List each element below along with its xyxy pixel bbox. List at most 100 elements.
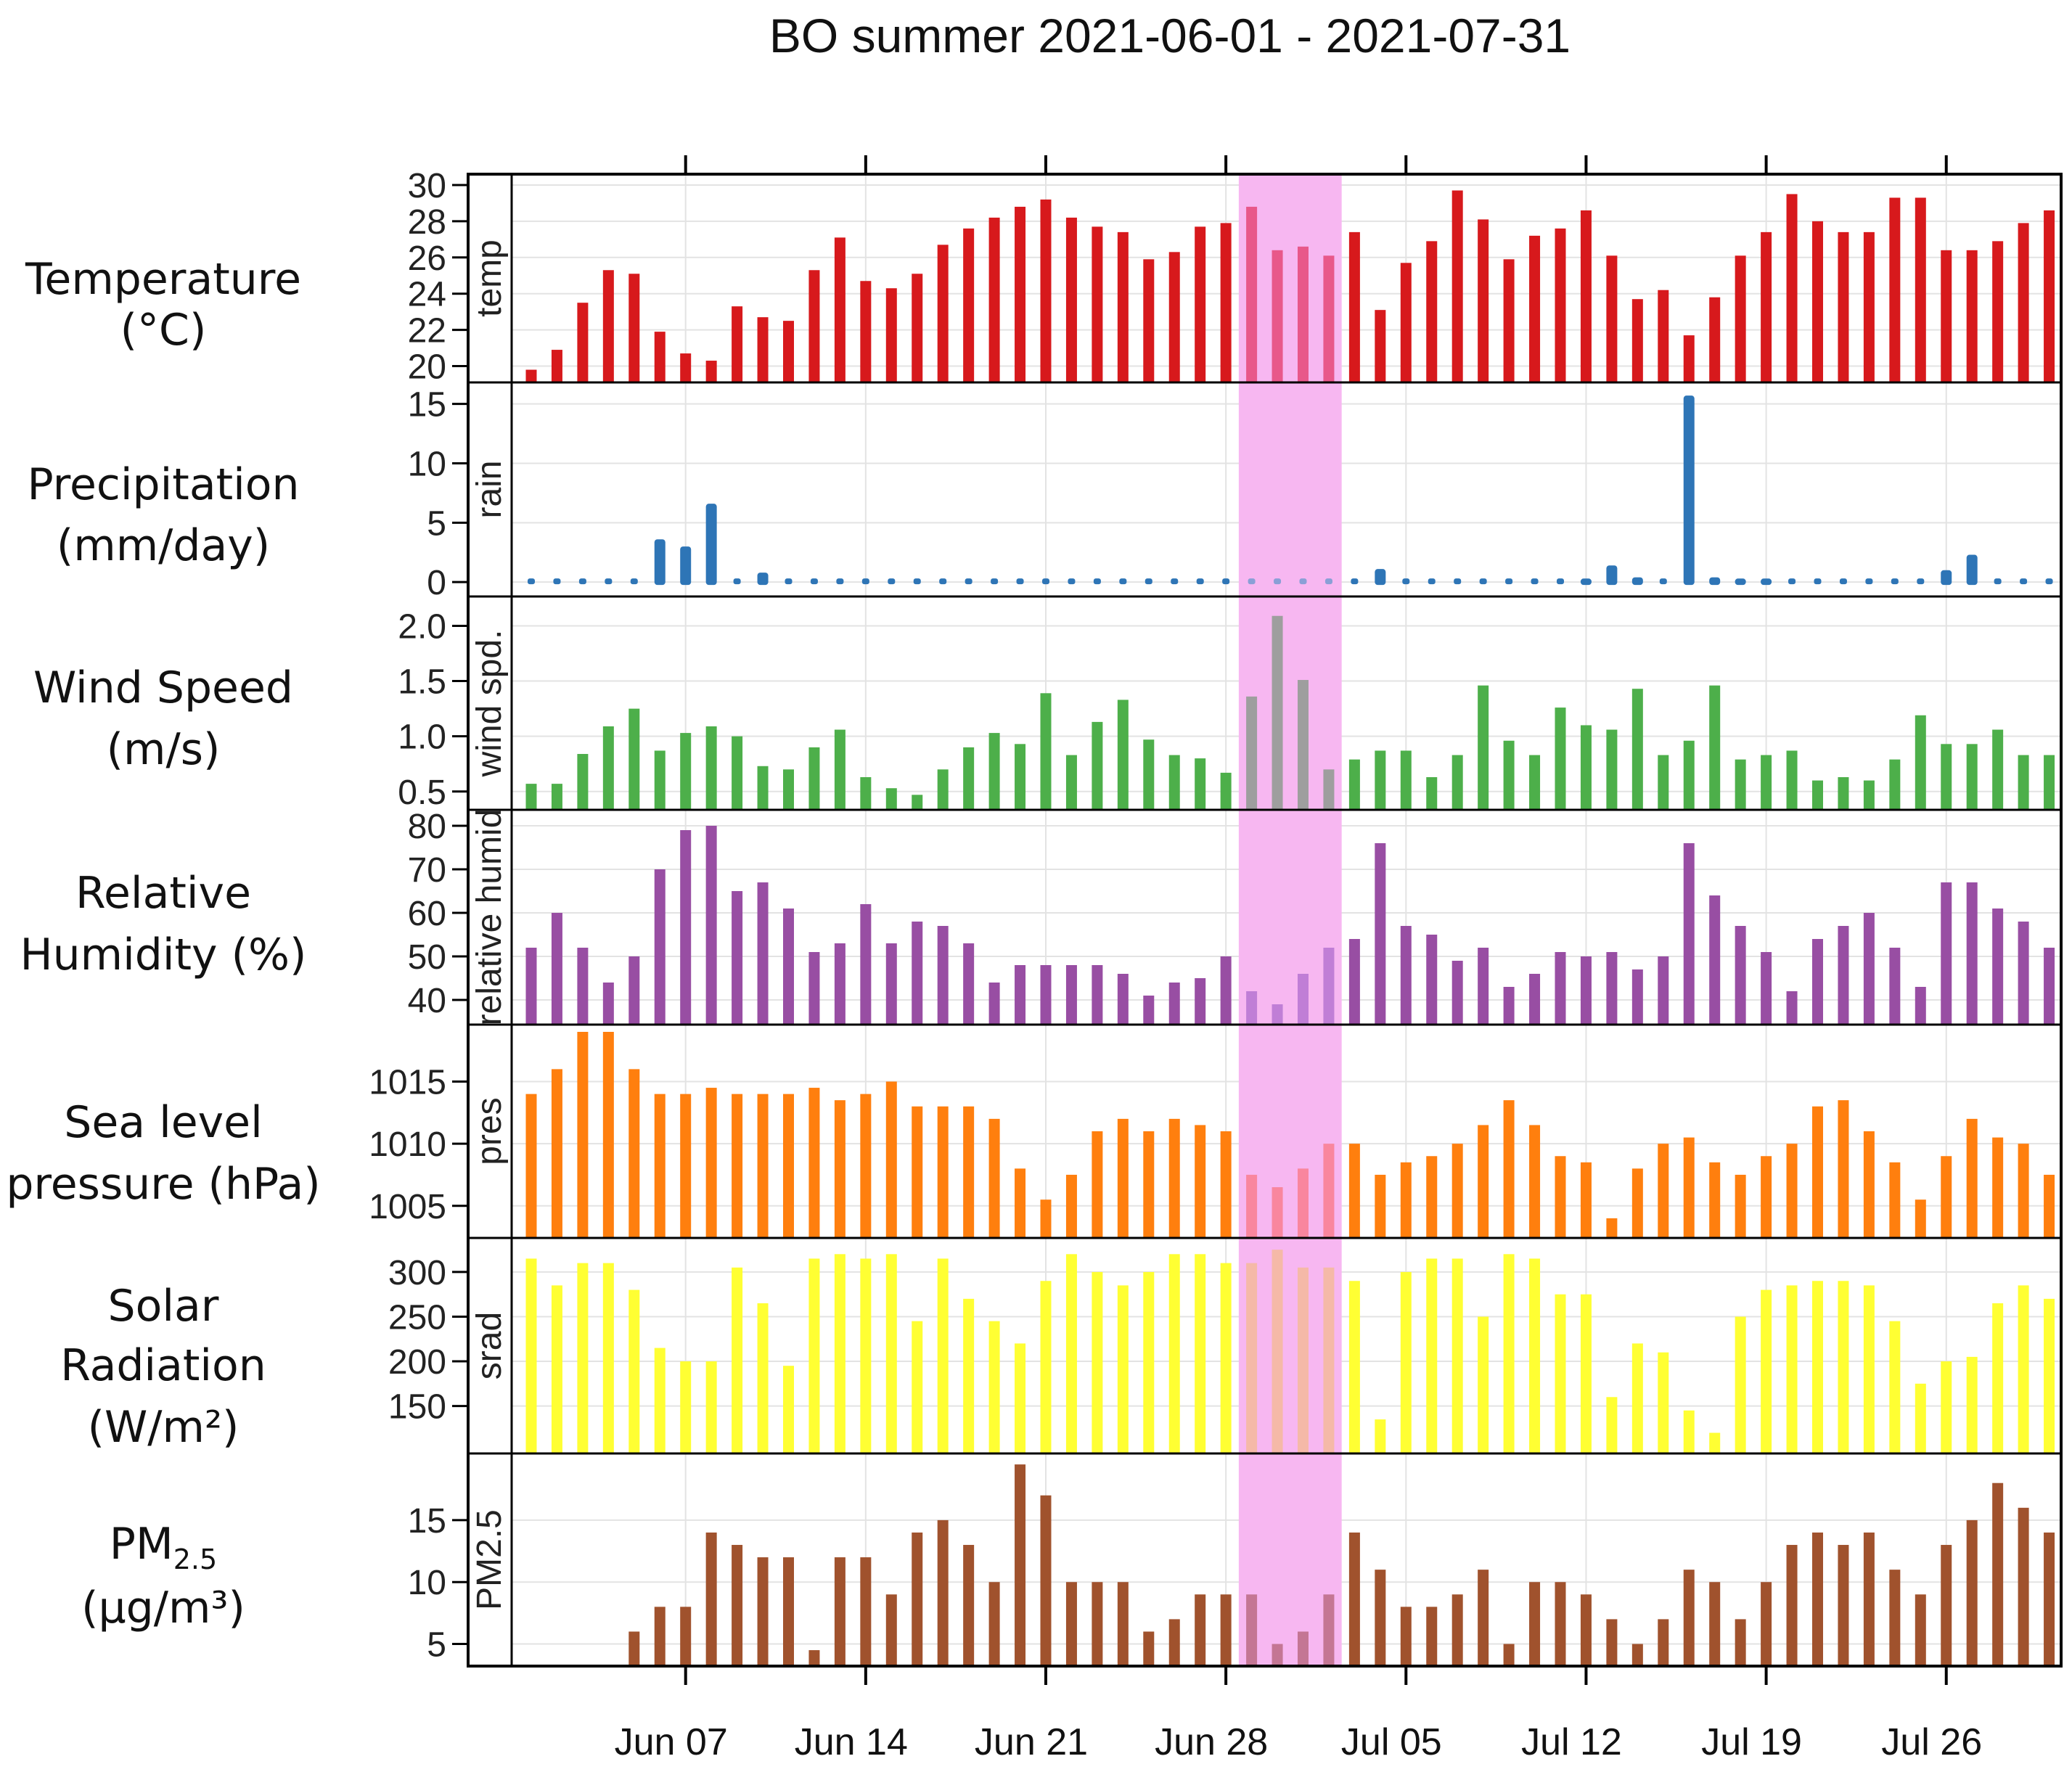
bar-pm25-18 [988,1582,1000,1666]
bar-rain-4 [630,578,638,585]
bar-pres-23 [1117,1118,1129,1238]
bar-pres-31 [1323,1144,1335,1238]
variable-label-rain: Precipitation [27,459,299,510]
xtick-label-2: Jun 21 [975,1721,1088,1763]
bar-pres-45 [1683,1137,1695,1238]
xtick-label-5: Jul 12 [1521,1721,1622,1763]
bar-rh-45 [1683,843,1695,1025]
bar-wind-35 [1426,776,1438,810]
bar-rh-42 [1606,952,1618,1025]
bar-rh-58 [2018,922,2029,1025]
bar-temp-44 [1658,290,1669,382]
bar-temp-2 [577,303,589,382]
bar-rain-47 [1735,578,1746,586]
bar-srad-57 [1992,1303,2004,1453]
ytick-label-pres-2: 1015 [369,1064,446,1102]
bar-temp-19 [1015,206,1026,382]
bar-temp-4 [628,274,640,382]
ytick-label-srad-0: 150 [388,1388,446,1427]
bar-rain-56 [1966,554,1978,586]
bar-wind-2 [577,754,589,810]
bar-rh-23 [1117,974,1129,1025]
strip-label-pm25: PM2.5 [470,1509,509,1610]
bar-temp-32 [1348,231,1360,382]
ytick-label-temp-0: 20 [408,348,446,387]
bar-pres-11 [808,1088,820,1238]
bar-wind-13 [860,776,872,810]
bar-pm25-47 [1735,1619,1746,1666]
bar-rh-28 [1246,991,1258,1025]
ytick-label-rh-1: 50 [408,938,446,977]
bar-srad-20 [1040,1281,1052,1453]
bar-rain-50 [1814,578,1822,585]
bar-wind-21 [1065,755,1077,810]
bar-temp-41 [1580,210,1592,382]
bar-pm25-38 [1503,1644,1515,1666]
bar-pm25-27 [1220,1594,1232,1666]
bar-pres-54 [1915,1199,1926,1238]
bar-rh-29 [1272,1004,1283,1025]
bar-rh-46 [1709,895,1721,1025]
bar-srad-36 [1451,1258,1463,1453]
bar-wind-54 [1915,715,1926,810]
bar-temp-0 [525,369,537,382]
bar-temp-25 [1168,252,1180,382]
bar-pres-33 [1375,1174,1386,1238]
bar-srad-9 [757,1303,769,1453]
bar-pm25-8 [732,1545,743,1666]
bar-temp-3 [602,270,614,382]
bar-wind-57 [1992,729,2004,810]
bar-pres-56 [1966,1118,1978,1238]
bar-wind-42 [1606,729,1618,810]
bar-rain-24 [1144,578,1152,585]
bar-rain-51 [1839,578,1847,585]
bar-pm25-28 [1246,1594,1258,1666]
variable-label-srad: Solar [108,1281,219,1332]
bar-rh-2 [577,948,589,1025]
bar-pm25-43 [1631,1644,1643,1666]
bar-rh-38 [1503,987,1515,1025]
bar-temp-28 [1246,206,1258,382]
bar-pm25-40 [1555,1582,1566,1666]
bar-srad-58 [2018,1285,2029,1453]
bar-srad-43 [1631,1343,1643,1453]
panel-wind: wind spd. 0.5 1.0 1.5 2.0 Wind Speed (m/s) [33,596,2061,812]
bar-pres-2 [577,1032,589,1238]
bar-pm25-32 [1348,1532,1360,1666]
bar-temp-5 [654,332,666,382]
bar-rain-19 [1016,578,1024,585]
bar-rain-11 [810,578,818,585]
bar-pm25-42 [1606,1619,1618,1666]
xtick-label-6: Jul 19 [1701,1721,1802,1763]
bar-temp-8 [732,306,743,382]
bar-srad-14 [885,1254,897,1453]
xtick-label-7: Jul 26 [1881,1721,1982,1763]
bar-rain-12 [836,578,844,585]
ytick-label-rh-3: 70 [408,851,446,890]
bar-wind-22 [1092,721,1103,810]
ytick-label-pm25-2: 15 [408,1502,446,1541]
bar-srad-38 [1503,1254,1515,1453]
bar-pres-46 [1709,1162,1721,1238]
bar-pm25-46 [1709,1582,1721,1666]
bar-srad-29 [1272,1250,1283,1453]
bar-pres-36 [1451,1144,1463,1238]
bar-wind-34 [1400,750,1412,810]
bar-rain-20 [1042,578,1049,585]
bar-pres-14 [885,1081,897,1238]
bar-rh-32 [1348,939,1360,1025]
bar-rain-41 [1580,578,1592,586]
ytick-label-rh-2: 60 [408,895,446,933]
bar-rain-32 [1351,578,1359,585]
ytick-label-wind-0: 0.5 [398,774,446,812]
panel-srad: srad 150 200 250 300 Solar Radiation (W/m²) [60,1238,2061,1453]
bar-rh-50 [1812,939,1823,1025]
bar-wind-49 [1786,750,1798,810]
bar-srad-47 [1735,1316,1746,1453]
bar-rain-48 [1761,578,1772,586]
bar-wind-41 [1580,725,1592,810]
ytick-label-pres-1: 1010 [369,1125,446,1164]
bar-rh-55 [1941,882,1952,1025]
bar-pres-57 [1992,1137,2004,1238]
